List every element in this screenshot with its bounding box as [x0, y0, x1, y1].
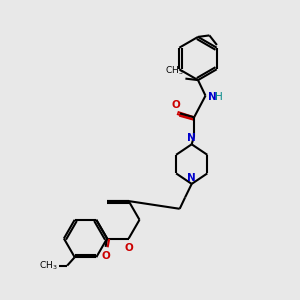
- Text: O: O: [124, 243, 133, 253]
- Text: O: O: [101, 251, 110, 261]
- Text: O: O: [172, 100, 181, 110]
- Text: CH$_3$: CH$_3$: [165, 64, 184, 77]
- Text: N: N: [187, 133, 196, 143]
- Text: N: N: [187, 173, 196, 183]
- Text: H: H: [215, 92, 223, 102]
- Text: CH$_3$: CH$_3$: [39, 260, 57, 272]
- Text: N: N: [208, 92, 216, 102]
